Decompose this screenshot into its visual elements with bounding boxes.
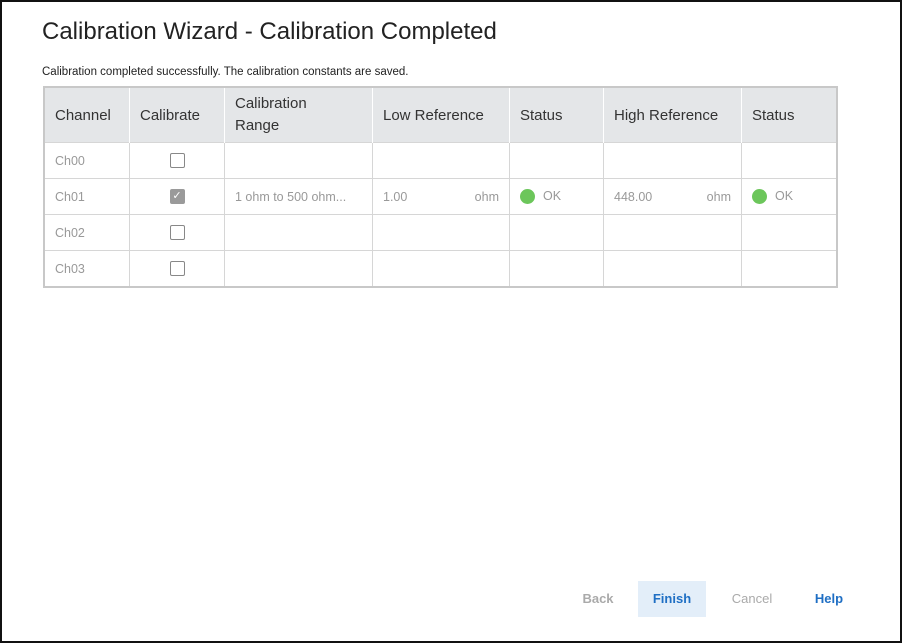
high-reference-value[interactable]: 448.00 xyxy=(614,189,653,204)
calibrate-checkbox[interactable] xyxy=(169,153,185,169)
finish-button[interactable]: Finish xyxy=(638,581,706,617)
header-channel: Channel xyxy=(43,87,130,143)
low-reference-value[interactable]: 1.00 xyxy=(383,189,408,204)
low-reference-unit: ohm xyxy=(474,189,499,204)
header-low-status: Status xyxy=(509,87,604,143)
channel-cell: Ch00 xyxy=(43,142,130,179)
table-row: Ch00 xyxy=(43,142,838,179)
cancel-button[interactable]: Cancel xyxy=(731,591,773,606)
header-low-reference: Low Reference xyxy=(372,87,510,143)
calibration-table: Channel Calibrate Calibration Range Low … xyxy=(43,86,838,288)
status-ok-icon xyxy=(520,189,535,205)
calibrate-checkbox[interactable] xyxy=(169,225,185,241)
channel-cell: Ch03 xyxy=(43,250,130,288)
back-button[interactable]: Back xyxy=(582,591,614,606)
page-title: Calibration Wizard - Calibration Complet… xyxy=(42,18,497,45)
header-high-reference: High Reference xyxy=(603,87,742,143)
header-calibration-range-label: Calibration Range xyxy=(235,95,307,134)
table-row: Ch01 ✓ 1 ohm to 500 ohm... 1.00 ohm OK 44… xyxy=(43,178,838,215)
header-high-status: Status xyxy=(741,87,837,143)
header-calibrate: Calibrate xyxy=(129,87,225,143)
status-message: Calibration completed successfully. The … xyxy=(42,66,409,78)
high-reference-unit: ohm xyxy=(706,189,731,204)
high-status-text: OK xyxy=(775,188,794,203)
calibration-range-cell[interactable]: 1 ohm to 500 ohm... xyxy=(224,178,373,215)
low-status-text: OK xyxy=(543,188,562,203)
channel-cell: Ch01 xyxy=(43,178,130,215)
channel-cell: Ch02 xyxy=(43,214,130,251)
table-row: Ch02 xyxy=(43,214,838,251)
status-ok-icon xyxy=(752,189,767,205)
table-row: Ch03 xyxy=(43,250,838,288)
calibrate-checkbox-checked[interactable]: ✓ xyxy=(169,189,185,205)
header-calibration-range: Calibration Range xyxy=(224,87,373,143)
calibrate-checkbox[interactable] xyxy=(169,261,185,277)
help-button[interactable]: Help xyxy=(814,591,844,606)
